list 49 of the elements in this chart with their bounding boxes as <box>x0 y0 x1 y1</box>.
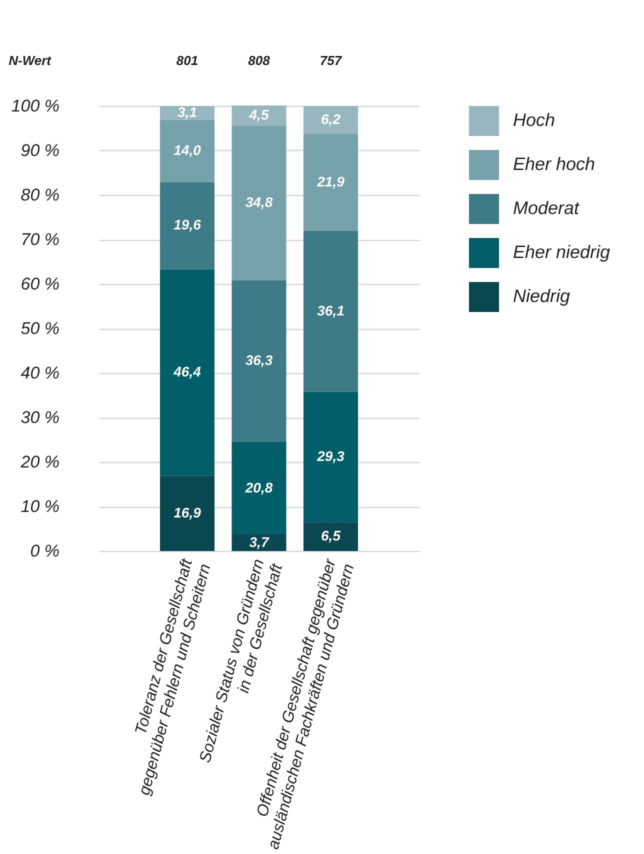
bar <box>303 231 358 392</box>
text: 801 <box>176 53 198 68</box>
data-label: 29,3 <box>316 448 345 464</box>
text: N-Wert <box>8 53 52 68</box>
bar <box>232 106 286 126</box>
y-tick-label: 90 % <box>20 141 60 160</box>
legend-label: Moderat <box>513 198 580 218</box>
bar <box>160 269 215 476</box>
bar <box>160 182 215 270</box>
data-label: 21,9 <box>316 173 345 190</box>
bar <box>232 442 286 535</box>
legend-label: Niedrig <box>513 286 570 306</box>
data-label: 46,4 <box>172 364 202 380</box>
data-label: 14,0 <box>174 142 202 158</box>
bar <box>232 534 286 551</box>
data-label: 19,6 <box>174 216 202 233</box>
y-tick-label: 100 % <box>11 96 60 116</box>
y-tick-label: 40 % <box>20 364 60 382</box>
y-tick-label: 10 % <box>20 497 60 516</box>
y-tick-label: 20 % <box>20 452 60 472</box>
data-label: 34,8 <box>245 194 273 210</box>
y-tick-label: 50 % <box>20 319 60 338</box>
legend-label: Eher hoch <box>513 154 596 174</box>
data-label: 16,9 <box>174 504 202 520</box>
y-tick-label: 0 % <box>30 542 60 560</box>
data-label: 3,7 <box>249 534 270 550</box>
bar <box>232 126 286 280</box>
legend-label: Eher niedrig <box>513 242 610 262</box>
legend-label: Hoch <box>513 110 556 130</box>
bar <box>160 120 215 182</box>
text: 757 <box>320 53 342 68</box>
data-label: 36,3 <box>245 352 273 368</box>
data-label: 4,5 <box>248 106 269 123</box>
data-label: 20,8 <box>244 479 273 496</box>
bar <box>232 280 286 442</box>
bar <box>160 476 215 551</box>
y-tick-label: 80 % <box>20 186 60 204</box>
data-label: 3,1 <box>178 104 198 120</box>
bar <box>303 134 358 232</box>
data-label: 36,1 <box>317 302 345 318</box>
data-label: 6,5 <box>321 528 341 544</box>
data-label: 6,2 <box>321 110 341 127</box>
text: 808 <box>248 53 271 68</box>
y-tick-label: 30 % <box>20 408 60 427</box>
bar <box>303 106 358 134</box>
y-tick-label: 70 % <box>20 230 60 249</box>
bar <box>303 522 358 551</box>
bar <box>303 392 358 522</box>
y-tick-label: 60 % <box>20 274 60 294</box>
